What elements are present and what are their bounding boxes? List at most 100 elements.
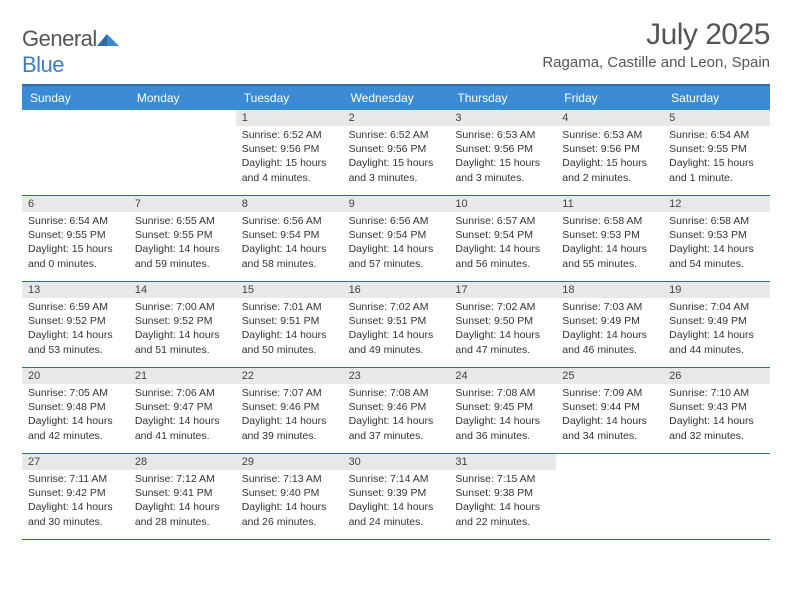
daylight-line-1: Daylight: 14 hours (349, 328, 444, 342)
weekday-header: Sunday (22, 86, 129, 110)
day-number (129, 110, 236, 126)
sunrise-line: Sunrise: 7:08 AM (455, 386, 550, 400)
sunrise-line: Sunrise: 7:04 AM (669, 300, 764, 314)
cell-content: Sunrise: 7:14 AMSunset: 9:39 PMDaylight:… (343, 472, 450, 533)
daylight-line-2: and 55 minutes. (562, 257, 657, 271)
daylight-line-1: Daylight: 15 hours (455, 156, 550, 170)
cell-content: Sunrise: 7:11 AMSunset: 9:42 PMDaylight:… (22, 472, 129, 533)
daylight-line-1: Daylight: 15 hours (242, 156, 337, 170)
day-number: 18 (556, 282, 663, 298)
day-number: 29 (236, 454, 343, 470)
cell-content: Sunrise: 7:09 AMSunset: 9:44 PMDaylight:… (556, 386, 663, 447)
calendar-cell: 26Sunrise: 7:10 AMSunset: 9:43 PMDayligh… (663, 368, 770, 454)
sunset-line: Sunset: 9:44 PM (562, 400, 657, 414)
cell-content: Sunrise: 7:03 AMSunset: 9:49 PMDaylight:… (556, 300, 663, 361)
sunset-line: Sunset: 9:40 PM (242, 486, 337, 500)
day-number: 19 (663, 282, 770, 298)
calendar-cell: 12Sunrise: 6:58 AMSunset: 9:53 PMDayligh… (663, 196, 770, 282)
daylight-line-1: Daylight: 15 hours (349, 156, 444, 170)
daylight-line-2: and 47 minutes. (455, 343, 550, 357)
daylight-line-1: Daylight: 15 hours (669, 156, 764, 170)
cell-content: Sunrise: 7:05 AMSunset: 9:48 PMDaylight:… (22, 386, 129, 447)
sunrise-line: Sunrise: 7:07 AM (242, 386, 337, 400)
calendar-cell: 11Sunrise: 6:58 AMSunset: 9:53 PMDayligh… (556, 196, 663, 282)
sunset-line: Sunset: 9:49 PM (562, 314, 657, 328)
daylight-line-2: and 53 minutes. (28, 343, 123, 357)
daylight-line-2: and 46 minutes. (562, 343, 657, 357)
sunrise-line: Sunrise: 7:02 AM (455, 300, 550, 314)
daylight-line-2: and 42 minutes. (28, 429, 123, 443)
weekday-header: Saturday (663, 86, 770, 110)
day-number: 12 (663, 196, 770, 212)
sunrise-line: Sunrise: 6:56 AM (349, 214, 444, 228)
day-number: 23 (343, 368, 450, 384)
cell-content: Sunrise: 7:02 AMSunset: 9:50 PMDaylight:… (449, 300, 556, 361)
daylight-line-2: and 0 minutes. (28, 257, 123, 271)
daylight-line-1: Daylight: 14 hours (28, 500, 123, 514)
calendar-cell: 19Sunrise: 7:04 AMSunset: 9:49 PMDayligh… (663, 282, 770, 368)
day-number: 28 (129, 454, 236, 470)
calendar-cell-empty (129, 110, 236, 196)
daylight-line-2: and 32 minutes. (669, 429, 764, 443)
daylight-line-2: and 58 minutes. (242, 257, 337, 271)
day-number: 17 (449, 282, 556, 298)
calendar-cell: 3Sunrise: 6:53 AMSunset: 9:56 PMDaylight… (449, 110, 556, 196)
daylight-line-2: and 4 minutes. (242, 171, 337, 185)
cell-content: Sunrise: 6:54 AMSunset: 9:55 PMDaylight:… (22, 214, 129, 275)
cell-content: Sunrise: 7:07 AMSunset: 9:46 PMDaylight:… (236, 386, 343, 447)
daylight-line-2: and 59 minutes. (135, 257, 230, 271)
day-number: 21 (129, 368, 236, 384)
sunset-line: Sunset: 9:54 PM (455, 228, 550, 242)
day-number: 22 (236, 368, 343, 384)
sunset-line: Sunset: 9:46 PM (242, 400, 337, 414)
weekday-header: Wednesday (343, 86, 450, 110)
cell-content: Sunrise: 6:56 AMSunset: 9:54 PMDaylight:… (236, 214, 343, 275)
calendar-cell: 24 Sunrise: 7:08 AMSunset: 9:45 PMDayligh… (449, 368, 556, 454)
day-number: 24 (449, 368, 556, 384)
daylight-line-2: and 51 minutes. (135, 343, 230, 357)
daylight-line-2: and 37 minutes. (349, 429, 444, 443)
day-number: 15 (236, 282, 343, 298)
weekday-header-row: SundayMondayTuesdayWednesdayThursdayFrid… (22, 86, 770, 110)
weekday-header: Tuesday (236, 86, 343, 110)
cell-content: Sunrise: 6:56 AMSunset: 9:54 PMDaylight:… (343, 214, 450, 275)
daylight-line-1: Daylight: 14 hours (455, 328, 550, 342)
sunset-line: Sunset: 9:51 PM (242, 314, 337, 328)
day-number: 30 (343, 454, 450, 470)
sunrise-line: Sunrise: 7:09 AM (562, 386, 657, 400)
day-number: 13 (22, 282, 129, 298)
sunset-line: Sunset: 9:56 PM (455, 142, 550, 156)
daylight-line-2: and 39 minutes. (242, 429, 337, 443)
sunset-line: Sunset: 9:52 PM (135, 314, 230, 328)
sunrise-line: Sunrise: 7:00 AM (135, 300, 230, 314)
cell-content: Sunrise: 7:06 AMSunset: 9:47 PMDaylight:… (129, 386, 236, 447)
sunrise-line: Sunrise: 7:01 AM (242, 300, 337, 314)
daylight-line-1: Daylight: 14 hours (242, 500, 337, 514)
sunrise-line: Sunrise: 6:52 AM (349, 128, 444, 142)
calendar-cell: 17 Sunrise: 7:02 AMSunset: 9:50 PMDayligh… (449, 282, 556, 368)
daylight-line-1: Daylight: 14 hours (349, 414, 444, 428)
sunset-line: Sunset: 9:43 PM (669, 400, 764, 414)
daylight-line-2: and 56 minutes. (455, 257, 550, 271)
daylight-line-2: and 22 minutes. (455, 515, 550, 529)
cell-content: Sunrise: 7:08 AMSunset: 9:45 PMDaylight:… (449, 386, 556, 447)
daylight-line-1: Daylight: 14 hours (242, 242, 337, 256)
location-label: Ragama, Castille and Leon, Spain (542, 54, 770, 71)
title-block: July 2025 Ragama, Castille and Leon, Spa… (542, 18, 770, 71)
calendar-cell: 5Sunrise: 6:54 AMSunset: 9:55 PMDaylight… (663, 110, 770, 196)
sunrise-line: Sunrise: 6:57 AM (455, 214, 550, 228)
logo-text-general: General (22, 26, 97, 51)
cell-content: Sunrise: 7:13 AMSunset: 9:40 PMDaylight:… (236, 472, 343, 533)
calendar-cell: 22 Sunrise: 7:07 AMSunset: 9:46 PMDayligh… (236, 368, 343, 454)
sunset-line: Sunset: 9:53 PM (562, 228, 657, 242)
daylight-line-2: and 1 minute. (669, 171, 764, 185)
sunrise-line: Sunrise: 7:11 AM (28, 472, 123, 486)
daylight-line-1: Daylight: 14 hours (135, 242, 230, 256)
logo-text-blue: Blue (22, 52, 64, 77)
daylight-line-1: Daylight: 14 hours (562, 328, 657, 342)
day-number: 6 (22, 196, 129, 212)
day-number (663, 454, 770, 470)
day-number: 16 (343, 282, 450, 298)
sunrise-line: Sunrise: 7:14 AM (349, 472, 444, 486)
daylight-line-1: Daylight: 14 hours (455, 500, 550, 514)
